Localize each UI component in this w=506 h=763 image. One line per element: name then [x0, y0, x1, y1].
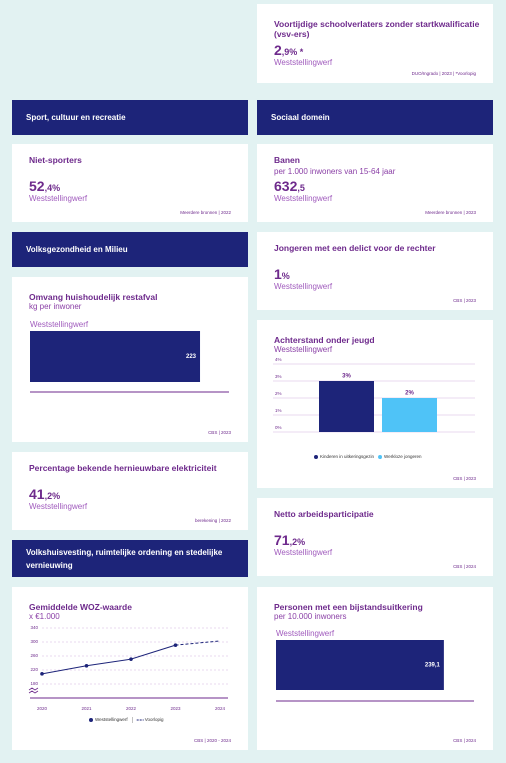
y-tick-label: 1%: [275, 408, 282, 413]
card: Voortijdige schoolverlaters zonder start…: [257, 4, 493, 83]
region: Weststellingwerf: [274, 194, 333, 203]
card: Achterstand onder jeugd Weststellingwerf C…: [257, 320, 493, 488]
stat-value: 41,2%: [29, 486, 61, 502]
stat-value: 632,5: [274, 178, 305, 194]
card-subtitle: per 1.000 inwoners van 15-64 jaar: [274, 167, 396, 176]
point: [40, 672, 44, 676]
bar: [30, 331, 201, 382]
region: Weststellingwerf: [29, 502, 88, 511]
value-label: 3%: [342, 374, 351, 380]
y-tick-label: 2%: [275, 391, 282, 396]
x-tick-label: 2022: [126, 706, 137, 711]
source: berekening | 2022: [195, 518, 231, 523]
source: CBS | 2024: [453, 738, 476, 743]
card: Banen per 1.000 inwoners van 15-64 jaar 63…: [257, 144, 493, 222]
source: Meerdere bronnen | 2022: [180, 210, 231, 215]
source: CBS | 2024: [453, 564, 476, 569]
region: Weststellingwerf: [274, 58, 333, 67]
source: Meerdere bronnen | 2023: [425, 210, 476, 215]
value-label: 223: [186, 354, 197, 360]
card-title: Jongeren met een delict voor de rechter: [274, 243, 436, 253]
source: DUO/Ingrado | 2023 | *Voorlopig: [411, 71, 476, 76]
y-tick-label: 3%: [275, 374, 282, 379]
stat-value: 52,4%: [29, 178, 61, 194]
section-header: Sociaal domein: [257, 100, 493, 135]
card: Jongeren met een delict voor de rechter 1…: [257, 232, 493, 310]
x-tick-label: 2024: [215, 706, 226, 711]
legend-label: Voorlopig: [145, 717, 164, 722]
bar: [276, 640, 444, 690]
y-tick-label: 0%: [275, 425, 282, 430]
section-header: Volkshuisvesting, ruimtelijke ordening e…: [12, 540, 248, 577]
y-tick-label: 180: [30, 681, 38, 686]
card-title: Niet-sporters: [29, 155, 82, 165]
value-label: 2%: [405, 391, 414, 397]
stat-value: 71,2%: [274, 532, 306, 548]
card-title: Omvang huishoudelijk restafval: [29, 292, 158, 302]
y-tick-label: 300: [30, 639, 38, 644]
card-subtitle: Weststellingwerf: [274, 345, 333, 354]
x-tick-label: 2023: [170, 706, 181, 711]
card-title: Voortijdige schoolverlaters zonder start…: [274, 19, 480, 39]
axis-break: [28, 687, 39, 694]
source: CBS | 2023: [208, 430, 231, 435]
stat-value: 1%: [274, 266, 290, 282]
x-tick-label: 2020: [37, 706, 48, 711]
point: [129, 657, 133, 661]
section-header: Sport, cultuur en recreatie: [12, 100, 248, 135]
legend-label: Kinderen in uitkeringsgezin: [320, 454, 375, 459]
card: Gemiddelde WOZ-waarde x €1.000 CBS | 2020 …: [12, 587, 248, 750]
bar: [382, 398, 437, 432]
legend-marker: [378, 455, 383, 459]
card: Niet-sporters 52,4% Weststellingwerf Meerde…: [12, 144, 248, 222]
region: Weststellingwerf: [274, 282, 333, 291]
y-tick-label: 220: [30, 667, 38, 672]
stat-value: 2,9% *: [274, 42, 304, 58]
region: Weststellingwerf: [274, 548, 333, 557]
y-tick-label: 340: [30, 625, 38, 630]
bar: [319, 381, 374, 432]
category-label: Weststellingwerf: [30, 320, 89, 329]
legend-marker: [89, 718, 93, 722]
card-title: Percentage bekende hernieuwbare elektric…: [29, 463, 217, 473]
value-label: 239,1: [425, 663, 441, 669]
card-title: Gemiddelde WOZ-waarde: [29, 602, 132, 612]
legend-marker: [314, 455, 318, 459]
legend-label: Werkloze jongeren: [384, 454, 422, 459]
card-subtitle: x €1.000: [29, 612, 60, 621]
point: [84, 664, 89, 668]
section-header: Volksgezondheid en Milieu: [12, 232, 248, 267]
series-line: [41, 644, 176, 675]
source: CBS | 2023: [453, 298, 476, 303]
card-title: Banen: [274, 155, 300, 165]
card-title: Achterstand onder jeugd: [274, 335, 375, 345]
source: CBS | 2020 - 2024: [194, 738, 231, 743]
card-title: Netto arbeidsparticipatie: [274, 509, 374, 519]
legend-label: Weststellingwerf: [95, 717, 128, 722]
card: Netto arbeidsparticipatie 71,2% Weststelli…: [257, 498, 493, 576]
x-tick-label: 2021: [81, 706, 92, 711]
region: Weststellingwerf: [29, 194, 88, 203]
card-title: Personen met een bijstandsuitkering: [274, 602, 423, 612]
y-tick-label: 4%: [275, 357, 282, 362]
source: CBS | 2023: [453, 476, 476, 481]
category-label: Weststellingwerf: [276, 629, 335, 638]
card-subtitle: per 10.000 inwoners: [274, 612, 347, 621]
card-subtitle: kg per inwoner: [29, 302, 82, 311]
series-line: [175, 640, 221, 646]
y-tick-label: 260: [30, 653, 38, 658]
card: Percentage bekende hernieuwbare elektric…: [12, 452, 248, 530]
